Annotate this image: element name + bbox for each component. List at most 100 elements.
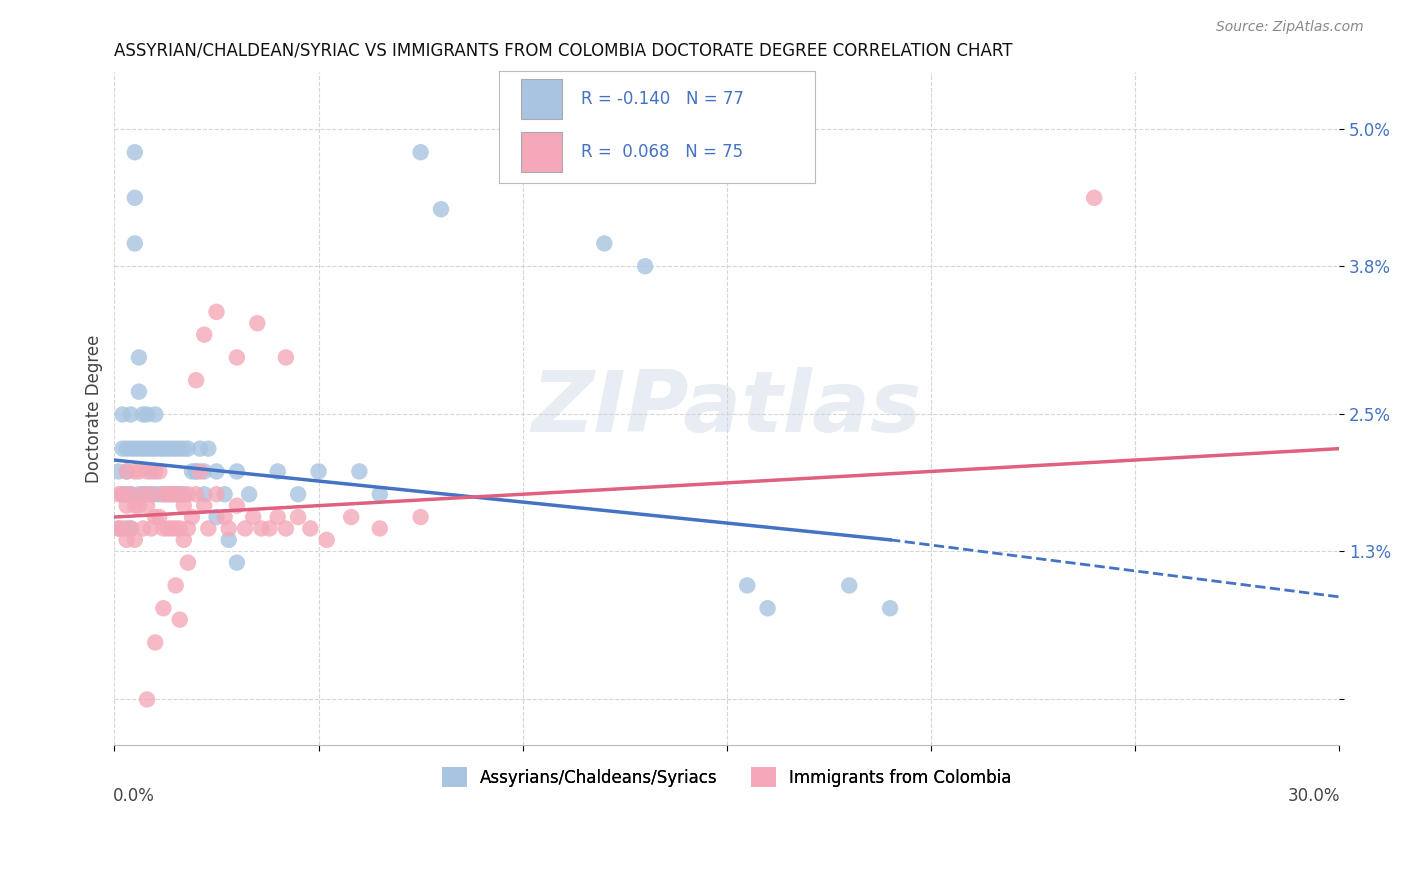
Point — [111, 487, 134, 501]
Point — [160, 442, 183, 456]
Point — [205, 465, 228, 479]
Point — [136, 499, 159, 513]
Point — [141, 487, 163, 501]
Point — [148, 510, 170, 524]
Point — [233, 521, 256, 535]
Point — [132, 408, 155, 422]
Point — [250, 521, 273, 535]
Legend: Assyrians/Chaldeans/Syriacs, Immigrants from Colombia: Assyrians/Chaldeans/Syriacs, Immigrants … — [434, 760, 1018, 794]
Text: 0.0%: 0.0% — [114, 787, 155, 805]
Point — [124, 533, 146, 547]
Point — [152, 487, 174, 501]
Point — [152, 521, 174, 535]
Point — [156, 487, 179, 501]
Point — [173, 487, 195, 501]
Point — [148, 487, 170, 501]
Point — [368, 487, 391, 501]
Point — [107, 521, 129, 535]
Point — [181, 510, 204, 524]
Text: R =  0.068   N = 75: R = 0.068 N = 75 — [582, 143, 744, 161]
Point — [143, 635, 166, 649]
Point — [124, 499, 146, 513]
Point — [120, 408, 142, 422]
Point — [225, 499, 247, 513]
Point — [177, 521, 200, 535]
Point — [308, 465, 330, 479]
Y-axis label: Doctorate Degree: Doctorate Degree — [86, 334, 103, 483]
Point — [128, 384, 150, 399]
Point — [107, 487, 129, 501]
Point — [148, 442, 170, 456]
Point — [107, 465, 129, 479]
Point — [132, 521, 155, 535]
Text: Source: ZipAtlas.com: Source: ZipAtlas.com — [1216, 20, 1364, 34]
Point — [184, 373, 207, 387]
Point — [193, 487, 215, 501]
Point — [120, 442, 142, 456]
Point — [430, 202, 453, 217]
Point — [274, 351, 297, 365]
Point — [111, 487, 134, 501]
Point — [193, 465, 215, 479]
Point — [188, 442, 211, 456]
Point — [238, 487, 260, 501]
Point — [287, 510, 309, 524]
Point — [141, 465, 163, 479]
Point — [128, 442, 150, 456]
Point — [132, 487, 155, 501]
Point — [128, 465, 150, 479]
Point — [160, 487, 183, 501]
Point — [152, 601, 174, 615]
Point — [634, 259, 657, 273]
Point — [225, 465, 247, 479]
Point — [111, 521, 134, 535]
Point — [756, 601, 779, 615]
Point — [267, 510, 290, 524]
Point — [349, 465, 371, 479]
Point — [368, 521, 391, 535]
Point — [128, 487, 150, 501]
Point — [143, 442, 166, 456]
Point — [143, 487, 166, 501]
Point — [1083, 191, 1105, 205]
Point — [136, 487, 159, 501]
Point — [120, 487, 142, 501]
Point — [184, 465, 207, 479]
Point — [287, 487, 309, 501]
Point — [193, 327, 215, 342]
Point — [148, 465, 170, 479]
Point — [409, 510, 432, 524]
Point — [259, 521, 281, 535]
Point — [141, 442, 163, 456]
Point — [115, 533, 138, 547]
Point — [225, 556, 247, 570]
Point — [165, 487, 187, 501]
Point — [120, 521, 142, 535]
Point — [128, 499, 150, 513]
Point — [152, 487, 174, 501]
Point — [165, 578, 187, 592]
Point — [132, 487, 155, 501]
Point — [181, 465, 204, 479]
Point — [188, 465, 211, 479]
Point — [124, 191, 146, 205]
Point — [107, 521, 129, 535]
Point — [124, 465, 146, 479]
Point — [160, 487, 183, 501]
Point — [136, 692, 159, 706]
Point — [214, 510, 236, 524]
Point — [141, 521, 163, 535]
Point — [242, 510, 264, 524]
Point — [165, 521, 187, 535]
Point — [156, 487, 179, 501]
Point — [173, 533, 195, 547]
Point — [165, 442, 187, 456]
Point — [205, 510, 228, 524]
Point — [169, 487, 191, 501]
Point — [246, 316, 269, 330]
Point — [267, 465, 290, 479]
Point — [115, 499, 138, 513]
Text: 30.0%: 30.0% — [1288, 787, 1340, 805]
Point — [214, 487, 236, 501]
Point — [136, 465, 159, 479]
